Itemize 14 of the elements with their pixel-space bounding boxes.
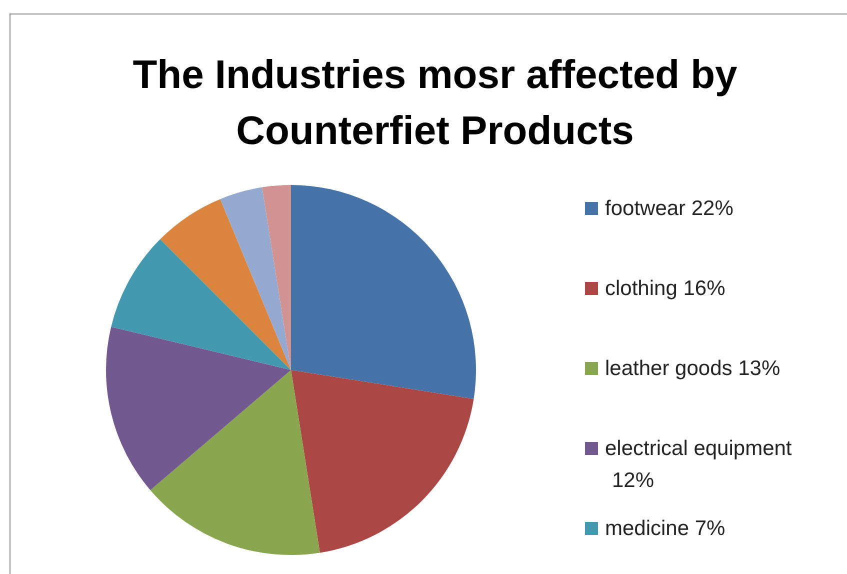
pie-slice [220, 187, 291, 370]
pie-slice [160, 199, 291, 370]
pie-slice [150, 370, 320, 555]
pie-slice [262, 185, 291, 370]
chart-title: The Industries mosr affected by Counterfiet Products [132, 53, 738, 153]
legend-label: footwear 22% [605, 196, 734, 220]
legend-label: electrical equipment 12% [605, 436, 792, 492]
legend-label: clothing 16% [605, 276, 726, 300]
legend-label: medicine 7% [605, 516, 726, 540]
pie-slice [111, 239, 291, 370]
pie-slice [291, 370, 474, 553]
pie-slice [291, 185, 476, 399]
pie-slice [106, 326, 291, 490]
legend-label: leather goods 13% [605, 356, 780, 380]
